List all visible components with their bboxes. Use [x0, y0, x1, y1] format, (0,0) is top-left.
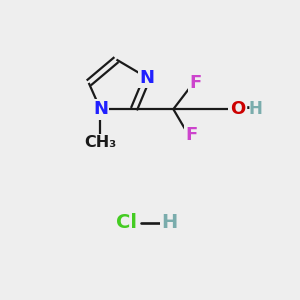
- Text: N: N: [140, 69, 154, 87]
- Text: CH₃: CH₃: [84, 135, 116, 150]
- Text: N: N: [93, 100, 108, 118]
- Text: F: F: [185, 126, 197, 144]
- Text: Cl: Cl: [116, 213, 137, 232]
- Text: H: H: [249, 100, 262, 118]
- Text: F: F: [190, 74, 202, 92]
- Text: O: O: [230, 100, 245, 118]
- Text: H: H: [161, 213, 177, 232]
- Text: ·: ·: [244, 99, 251, 118]
